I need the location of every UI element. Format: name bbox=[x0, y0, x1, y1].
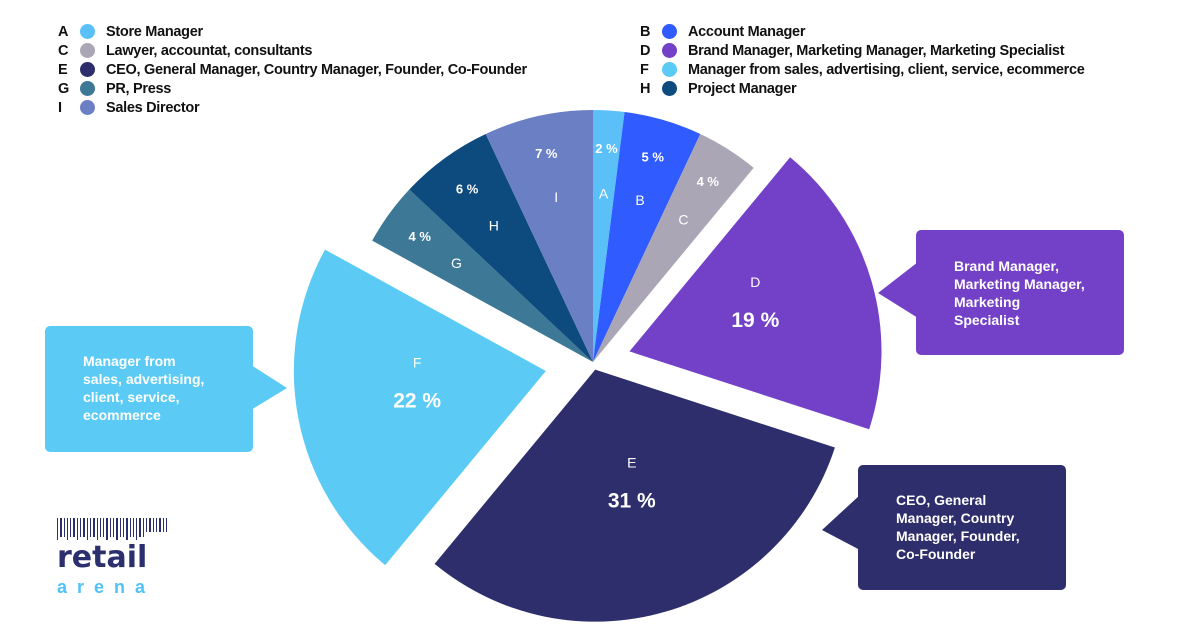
legend-label: PR, Press bbox=[106, 80, 172, 97]
slice-value-label-c: 4 % bbox=[697, 174, 720, 189]
callout-line: client, service, bbox=[83, 389, 180, 405]
slice-value-label-i: 7 % bbox=[535, 146, 558, 161]
pie-slice-h bbox=[409, 133, 593, 362]
legend-label: Account Manager bbox=[688, 23, 806, 40]
barcode-graphic bbox=[57, 518, 168, 540]
pie-slice-e bbox=[434, 369, 835, 622]
slice-letter-c: C bbox=[678, 211, 688, 227]
callout-pointer-e bbox=[822, 495, 860, 550]
pie-slice-a bbox=[593, 110, 625, 362]
legend-item-h: H Project Manager bbox=[640, 79, 1085, 98]
callout-e: CEO, General Manager, Country Manager, Fou… bbox=[858, 465, 1066, 590]
legend-letter: F bbox=[640, 61, 649, 78]
callout-pointer-f bbox=[251, 365, 287, 410]
slice-letter-i: I bbox=[554, 189, 558, 205]
slice-value-label-b: 5 % bbox=[642, 149, 665, 164]
legend-item-e: E CEO, General Manager, Country Manager, … bbox=[58, 60, 527, 79]
legend-label: Lawyer, accountat, consultants bbox=[106, 42, 313, 59]
logo-text-arena: arena bbox=[57, 577, 156, 597]
callout-line: Manager, Country bbox=[896, 510, 1015, 526]
legend-color-dot bbox=[80, 81, 95, 96]
legend-letter: B bbox=[640, 23, 651, 40]
legend-letter: H bbox=[640, 80, 651, 97]
legend-color-dot bbox=[80, 24, 95, 39]
legend-color-dot bbox=[80, 43, 95, 58]
slice-letter-a: A bbox=[599, 185, 609, 201]
legend-color-dot bbox=[80, 100, 95, 115]
pie-slice-d bbox=[629, 157, 882, 430]
legend-label: Sales Director bbox=[106, 99, 200, 116]
legend-item-a: A Store Manager bbox=[58, 22, 527, 41]
legend-color-dot bbox=[662, 43, 677, 58]
callout-line: Marketing bbox=[954, 294, 1021, 310]
callout-line: CEO, General bbox=[896, 492, 987, 508]
callout-d: Brand Manager, Marketing Manager, Marketin… bbox=[916, 230, 1124, 355]
legend-color-dot bbox=[662, 81, 677, 96]
slice-value-label-f: 22 % bbox=[393, 390, 441, 413]
legend-letter: I bbox=[58, 99, 62, 116]
pie-slice-b bbox=[593, 111, 701, 363]
callout-line: ecommerce bbox=[83, 407, 161, 423]
slice-value-label-h: 6 % bbox=[456, 182, 479, 197]
slice-value-label-e: 31 % bbox=[608, 490, 656, 513]
slice-letter-f: F bbox=[413, 355, 422, 371]
callout-line: Manager from bbox=[83, 353, 176, 369]
legend-color-dot bbox=[662, 24, 677, 39]
callout-line: Manager, Founder, bbox=[896, 528, 1020, 544]
callout-pointer-d bbox=[878, 262, 918, 318]
slice-letter-g: G bbox=[451, 255, 462, 271]
callout-f: Manager from sales, advertising, client, s… bbox=[45, 326, 253, 452]
legend-item-f: F Manager from sales, advertising, client… bbox=[640, 60, 1085, 79]
slice-letter-h: H bbox=[489, 217, 499, 233]
callout-line: Specialist bbox=[954, 312, 1020, 328]
legend-item-d: D Brand Manager, Marketing Manager, Marke… bbox=[640, 41, 1085, 60]
legend-label: CEO, General Manager, Country Manager, F… bbox=[106, 61, 527, 78]
callout-line: sales, advertising, bbox=[83, 371, 205, 387]
pie-slice-c bbox=[593, 133, 754, 362]
legend-letter: E bbox=[58, 61, 68, 78]
pie-slice-i bbox=[485, 110, 593, 362]
slice-value-label-a: 2 % bbox=[595, 141, 618, 156]
slice-value-label-d: 19 % bbox=[731, 309, 779, 332]
legend-item-b: B Account Manager bbox=[640, 22, 1085, 41]
legend-letter: A bbox=[58, 23, 69, 40]
legend-item-g: G PR, Press bbox=[58, 79, 527, 98]
legend-label: Manager from sales, advertising, client,… bbox=[688, 61, 1085, 78]
legend-label: Project Manager bbox=[688, 80, 797, 97]
retail-arena-logo: retail arena bbox=[57, 518, 168, 598]
slice-value-label-g: 4 % bbox=[409, 229, 432, 244]
pie-slice-g bbox=[372, 189, 593, 362]
legend-label: Store Manager bbox=[106, 23, 203, 40]
legend-color-dot bbox=[662, 62, 677, 77]
legend-color-dot bbox=[80, 62, 95, 77]
legend-label: Brand Manager, Marketing Manager, Market… bbox=[688, 42, 1065, 59]
logo-text-retail: retail bbox=[57, 540, 148, 575]
legend-item-c: C Lawyer, accountat, consultants bbox=[58, 41, 527, 60]
legend-letter: C bbox=[58, 42, 69, 59]
slice-letter-e: E bbox=[627, 455, 636, 471]
pie-slice-f bbox=[293, 249, 546, 566]
legend-letter: D bbox=[640, 42, 651, 59]
legend-left: A Store Manager C Lawyer, accountat, consul… bbox=[58, 22, 527, 117]
callout-line: Co-Founder bbox=[896, 546, 976, 562]
legend-item-i: I Sales Director bbox=[58, 98, 527, 117]
slice-letter-b: B bbox=[635, 192, 644, 208]
legend-letter: G bbox=[58, 80, 69, 97]
legend-right: B Account Manager D Brand Manager, Marketin… bbox=[640, 22, 1085, 98]
callout-line: Marketing Manager, bbox=[954, 276, 1085, 292]
callout-line: Brand Manager, bbox=[954, 258, 1060, 274]
slice-letter-d: D bbox=[750, 274, 760, 290]
